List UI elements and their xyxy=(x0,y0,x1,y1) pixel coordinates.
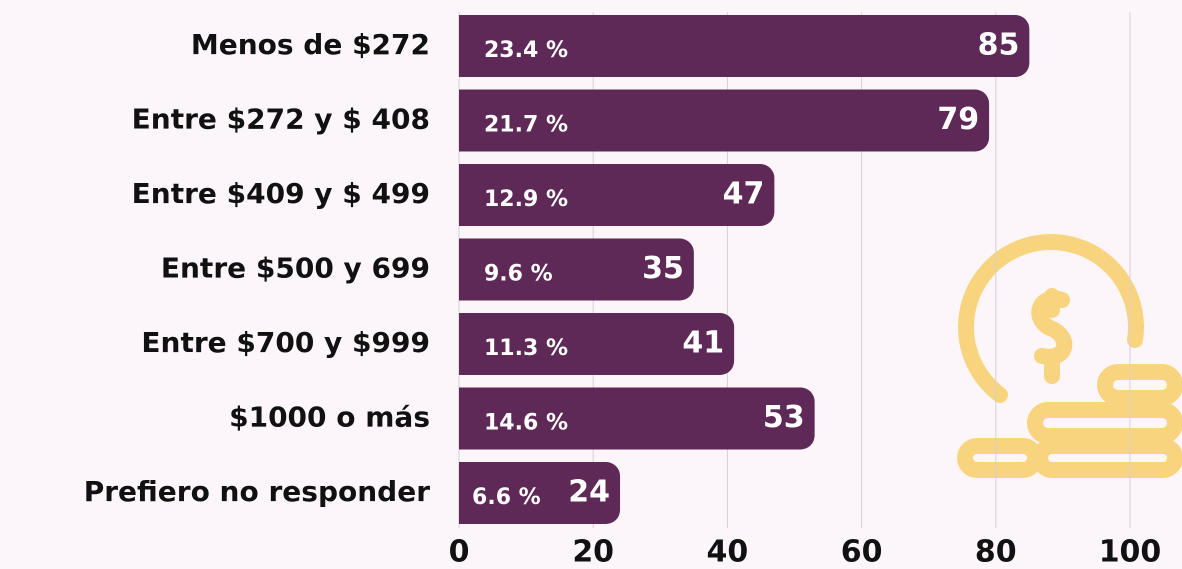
bar xyxy=(459,89,990,152)
x-tick-label: 100 xyxy=(1099,535,1162,569)
percent-label: 6.6 % xyxy=(472,485,541,510)
percent-label: 11.3 % xyxy=(484,336,568,361)
bar xyxy=(459,313,735,375)
x-tick-label: 0 xyxy=(449,535,470,569)
value-label: 85 xyxy=(978,28,1020,63)
value-label: 41 xyxy=(682,326,724,361)
category-label: Menos de $272 xyxy=(191,28,430,61)
bars xyxy=(459,15,1030,524)
category-label: Entre $409 y $ 499 xyxy=(132,177,430,210)
percent-label: 21.7 % xyxy=(484,113,568,138)
value-label: 53 xyxy=(763,400,805,435)
x-tick-label: 80 xyxy=(975,535,1017,569)
x-tick-label: 20 xyxy=(572,535,614,569)
value-label: 24 xyxy=(568,475,610,510)
coin-icon xyxy=(957,234,1182,478)
percent-label: 9.6 % xyxy=(484,262,553,287)
bar xyxy=(459,462,621,524)
category-label: Entre $700 y $999 xyxy=(141,326,430,359)
x-tick-label: 40 xyxy=(707,535,749,569)
percent-label: 12.9 % xyxy=(484,187,568,212)
value-label: 35 xyxy=(642,251,684,286)
value-label: 79 xyxy=(937,102,979,137)
x-tick-label: 60 xyxy=(841,535,883,569)
bar xyxy=(459,164,775,226)
category-label: Entre $500 y 699 xyxy=(161,252,430,285)
category-label: Entre $272 y $ 408 xyxy=(132,103,430,136)
value-label: 47 xyxy=(723,177,765,212)
percent-label: 23.4 % xyxy=(484,38,568,63)
bar xyxy=(459,15,1030,77)
percent-label: 14.6 % xyxy=(484,411,568,436)
bar xyxy=(459,238,694,301)
bar xyxy=(459,387,815,450)
category-label: Prefiero no responder xyxy=(84,475,430,508)
category-label: $1000 o más xyxy=(229,401,430,434)
